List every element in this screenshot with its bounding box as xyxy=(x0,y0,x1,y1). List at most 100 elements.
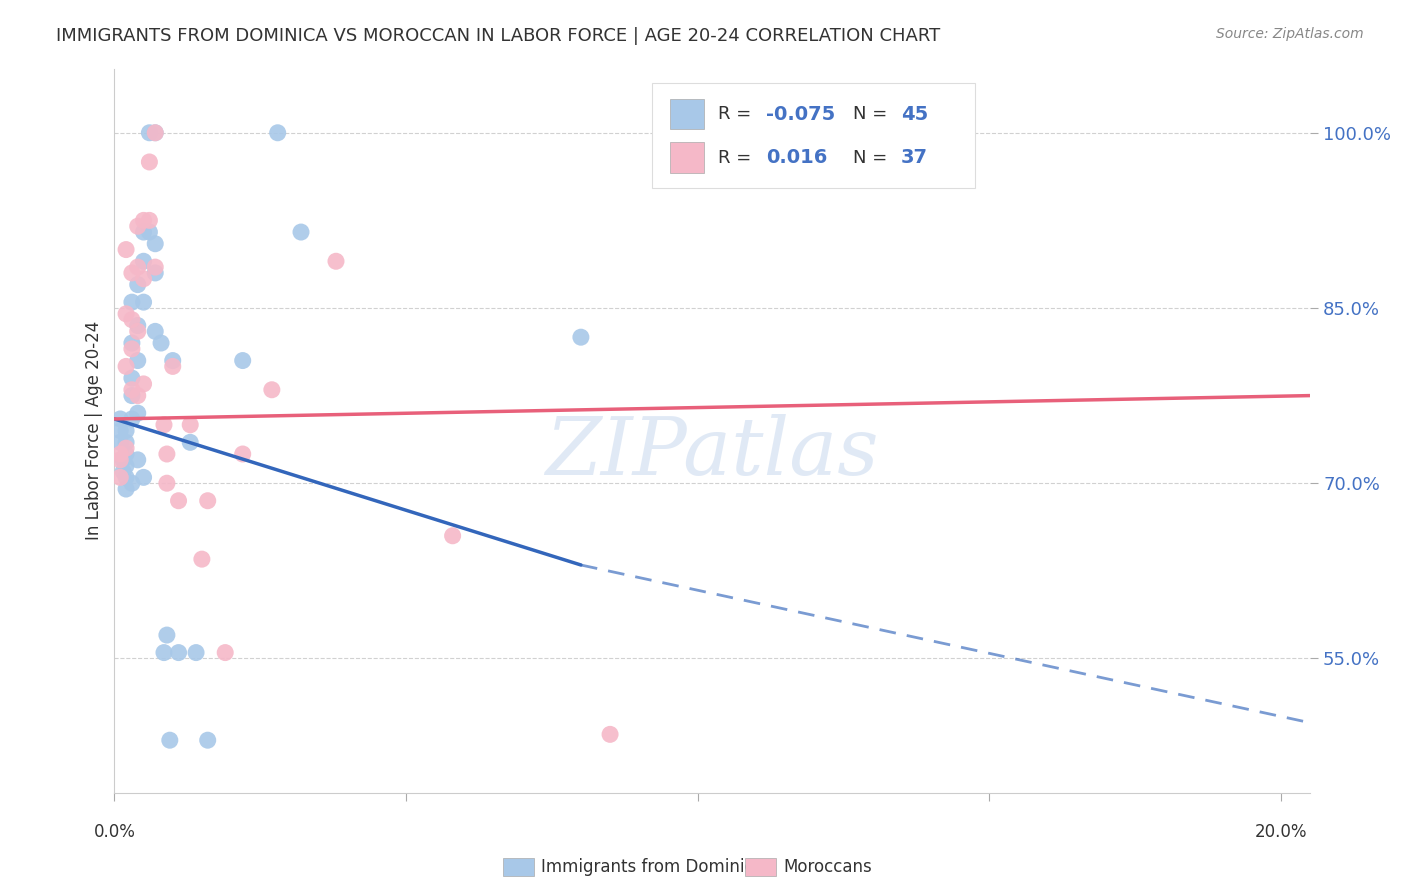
Point xyxy=(127,353,149,368)
Point xyxy=(214,646,236,660)
Point xyxy=(266,126,288,140)
Bar xyxy=(671,143,704,173)
Text: N =: N = xyxy=(853,105,893,123)
Point xyxy=(441,529,464,543)
Text: 20.0%: 20.0% xyxy=(1254,823,1308,841)
Point xyxy=(143,126,166,140)
Point xyxy=(132,295,155,310)
Point xyxy=(115,470,138,484)
Point xyxy=(115,447,138,461)
Point xyxy=(127,260,149,274)
Point xyxy=(138,213,160,227)
Point xyxy=(162,359,184,374)
Y-axis label: In Labor Force | Age 20-24: In Labor Force | Age 20-24 xyxy=(86,321,103,541)
Point xyxy=(121,312,143,326)
Text: R =: R = xyxy=(718,105,756,123)
Text: Moroccans: Moroccans xyxy=(783,858,872,876)
Point xyxy=(132,213,155,227)
Point xyxy=(121,336,143,351)
Point xyxy=(127,406,149,420)
Point xyxy=(179,417,201,432)
Point xyxy=(121,266,143,280)
Point xyxy=(115,359,138,374)
Point xyxy=(143,324,166,338)
Point xyxy=(115,441,138,455)
FancyBboxPatch shape xyxy=(652,83,976,188)
Point xyxy=(110,435,132,450)
Point xyxy=(112,465,135,479)
Point xyxy=(121,295,143,310)
Point xyxy=(138,126,160,140)
Point xyxy=(121,371,143,385)
Point xyxy=(115,482,138,496)
Point xyxy=(127,219,149,234)
Point xyxy=(112,453,135,467)
Point xyxy=(197,493,219,508)
Point xyxy=(260,383,283,397)
Point xyxy=(110,424,132,438)
Bar xyxy=(671,99,704,129)
Point xyxy=(127,324,149,338)
Point xyxy=(150,336,173,351)
Point xyxy=(179,435,201,450)
Point xyxy=(143,236,166,251)
Point xyxy=(115,307,138,321)
Point xyxy=(110,447,132,461)
Point xyxy=(132,470,155,484)
Point xyxy=(127,318,149,333)
Point xyxy=(143,260,166,274)
Point xyxy=(232,447,254,461)
Point xyxy=(121,476,143,491)
Point xyxy=(115,458,138,473)
Text: Source: ZipAtlas.com: Source: ZipAtlas.com xyxy=(1216,27,1364,41)
Point xyxy=(127,453,149,467)
Point xyxy=(127,388,149,402)
Text: 0.0%: 0.0% xyxy=(93,823,135,841)
Text: IMMIGRANTS FROM DOMINICA VS MOROCCAN IN LABOR FORCE | AGE 20-24 CORRELATION CHAR: IMMIGRANTS FROM DOMINICA VS MOROCCAN IN … xyxy=(56,27,941,45)
Point xyxy=(156,628,179,642)
Point xyxy=(121,383,143,397)
Point xyxy=(232,353,254,368)
Text: Immigrants from Dominica: Immigrants from Dominica xyxy=(541,858,763,876)
Point xyxy=(127,277,149,292)
Point xyxy=(132,225,155,239)
Text: 0.016: 0.016 xyxy=(766,148,827,167)
Text: 37: 37 xyxy=(901,148,928,167)
Point xyxy=(132,376,155,391)
Text: -0.075: -0.075 xyxy=(766,104,835,124)
Point xyxy=(143,266,166,280)
Text: ZIPatlas: ZIPatlas xyxy=(546,414,879,491)
Point xyxy=(159,733,181,747)
Point xyxy=(153,646,176,660)
Point xyxy=(121,412,143,426)
Point xyxy=(138,155,160,169)
Point xyxy=(121,342,143,356)
Text: R =: R = xyxy=(718,149,756,167)
Point xyxy=(184,646,207,660)
Text: N =: N = xyxy=(853,149,893,167)
Point xyxy=(132,254,155,268)
Text: 45: 45 xyxy=(901,104,928,124)
Point xyxy=(599,727,621,741)
Point xyxy=(167,646,190,660)
Point xyxy=(162,353,184,368)
Point xyxy=(197,733,219,747)
Point xyxy=(110,412,132,426)
Point xyxy=(121,388,143,402)
Point xyxy=(132,272,155,286)
Point xyxy=(569,330,592,344)
Point xyxy=(115,424,138,438)
Point xyxy=(325,254,347,268)
Point xyxy=(191,552,214,566)
Point xyxy=(115,243,138,257)
Point xyxy=(110,470,132,484)
Point xyxy=(156,476,179,491)
Point xyxy=(138,225,160,239)
Point xyxy=(110,453,132,467)
Point xyxy=(153,417,176,432)
Point xyxy=(832,126,855,140)
Point xyxy=(167,493,190,508)
Point xyxy=(156,447,179,461)
Point xyxy=(290,225,312,239)
Point xyxy=(143,126,166,140)
